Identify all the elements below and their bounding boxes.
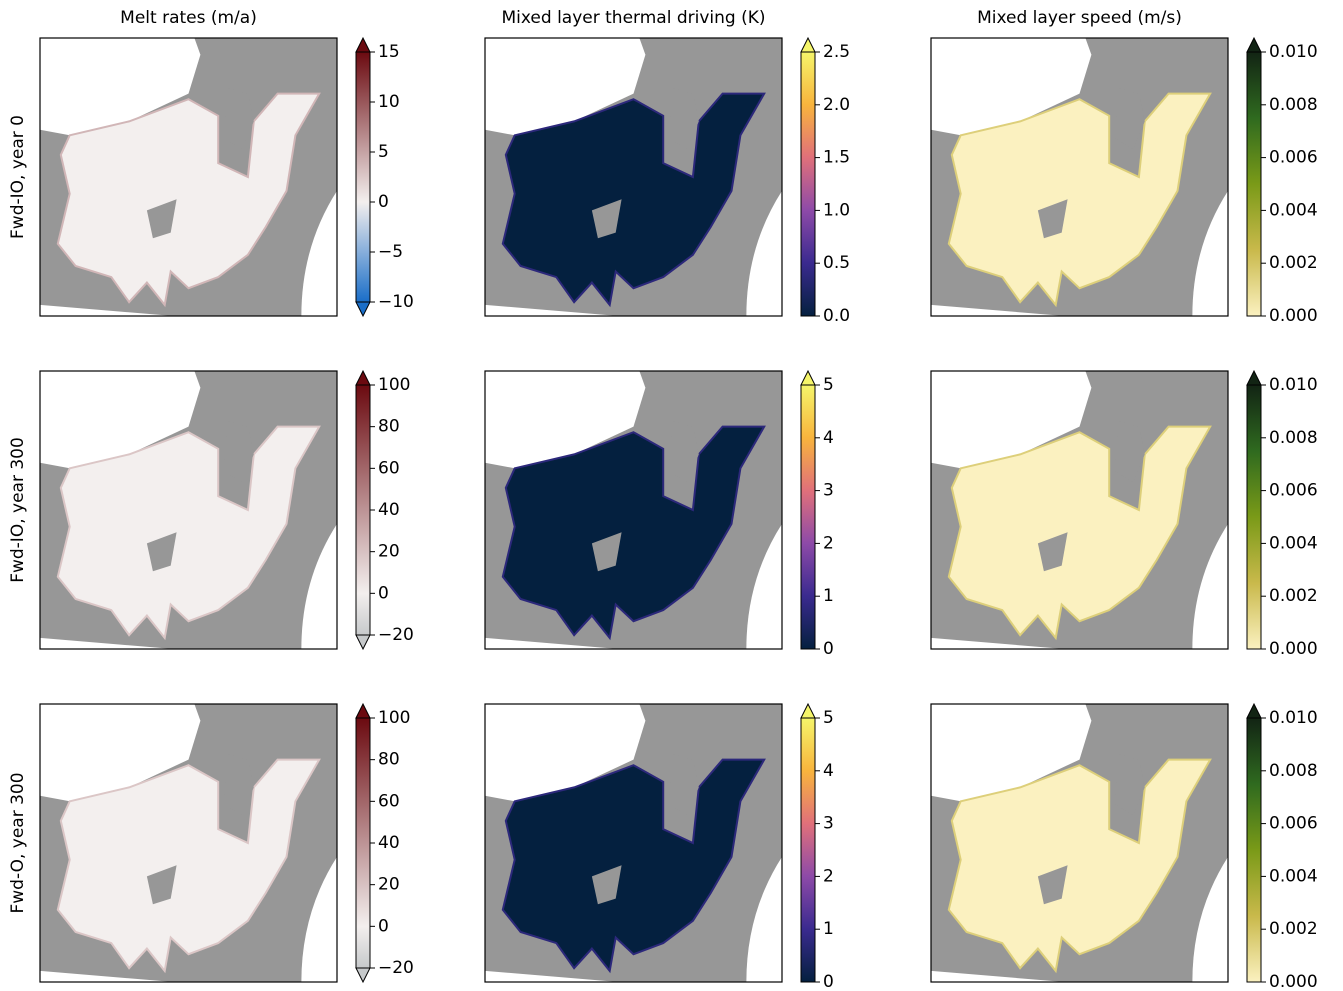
colorbar-tick-label: 80 xyxy=(378,417,400,437)
colorbar-tick-label: 5 xyxy=(378,142,389,162)
colorbar xyxy=(356,718,370,968)
colorbar-tick-label: 2 xyxy=(823,533,834,553)
colorbar-tick-label: 0.010 xyxy=(1269,42,1318,62)
colorbar-tick-label: 0 xyxy=(823,639,834,659)
colorbar-extend-max xyxy=(801,704,815,718)
colorbar-tick-label: −20 xyxy=(378,625,414,645)
row-label: Fwd-IO, year 300 xyxy=(8,437,28,583)
column-title: Melt rates (m/a) xyxy=(120,8,257,28)
colorbar-extend-min xyxy=(356,302,370,316)
colorbar-tick-label: 0.000 xyxy=(1269,306,1318,326)
colorbar-tick-label: 100 xyxy=(378,375,410,395)
colorbar-tick-label: 3 xyxy=(823,481,834,501)
colorbar xyxy=(356,52,370,302)
colorbar-tick-label: −10 xyxy=(378,292,414,312)
colorbar-tick-label: 0.004 xyxy=(1269,533,1318,553)
row-label: Fwd-IO, year 0 xyxy=(8,115,28,239)
colorbar-tick-label: 1 xyxy=(823,586,834,606)
colorbar-tick-label: 0.008 xyxy=(1269,95,1318,115)
colorbar-tick-label: 0.008 xyxy=(1269,761,1318,781)
colorbar-extend-max xyxy=(1247,38,1261,52)
colorbar-tick-label: 4 xyxy=(823,761,834,781)
colorbar-tick-label: 3 xyxy=(823,814,834,834)
colorbar-tick-label: 0.002 xyxy=(1269,586,1318,606)
map-panel xyxy=(931,38,1228,316)
colorbar-tick-label: 40 xyxy=(378,500,400,520)
colorbar-tick-label: 2.5 xyxy=(823,42,850,62)
colorbar-extend-max xyxy=(356,38,370,52)
column-title: Mixed layer thermal driving (K) xyxy=(502,8,766,28)
map-panel xyxy=(931,704,1228,982)
colorbar-extend-max xyxy=(356,371,370,385)
colorbar-tick-label: 5 xyxy=(823,708,834,728)
colorbar-tick-label: 2.0 xyxy=(823,95,850,115)
colorbar xyxy=(1247,385,1261,649)
colorbar-tick-label: 5 xyxy=(823,375,834,395)
colorbar-tick-label: 0.006 xyxy=(1269,481,1318,501)
map-panel xyxy=(485,371,782,649)
colorbar-tick-label: 0.008 xyxy=(1269,428,1318,448)
colorbar-tick-label: 60 xyxy=(378,791,400,811)
page: Melt rates (m/a)Fwd-IO, year 0−10−505101… xyxy=(0,0,1343,991)
colorbar-tick-label: 100 xyxy=(378,708,410,728)
colorbar-tick-label: 0.004 xyxy=(1269,866,1318,886)
colorbar xyxy=(801,385,815,649)
column-title: Mixed layer speed (m/s) xyxy=(977,8,1182,28)
colorbar-tick-label: 0.006 xyxy=(1269,148,1318,168)
map-panel xyxy=(931,371,1228,649)
colorbar xyxy=(1247,52,1261,316)
colorbar-tick-label: 0 xyxy=(378,583,389,603)
colorbar-tick-label: 1 xyxy=(823,919,834,939)
colorbar-tick-label: 1.0 xyxy=(823,200,850,220)
colorbar-tick-label: 0.5 xyxy=(823,253,850,273)
colorbar-tick-label: 0.010 xyxy=(1269,708,1318,728)
colorbar-tick-label: 40 xyxy=(378,833,400,853)
colorbar-tick-label: 60 xyxy=(378,458,400,478)
map-panel xyxy=(485,38,782,316)
colorbar-tick-label: 2 xyxy=(823,866,834,886)
colorbar xyxy=(801,52,815,316)
colorbar-tick-label: 0 xyxy=(823,972,834,991)
colorbar-extend-max xyxy=(801,38,815,52)
map-panel xyxy=(40,38,337,316)
colorbar-tick-label: 10 xyxy=(378,92,400,112)
colorbar-tick-label: 1.5 xyxy=(823,148,850,168)
colorbar-tick-label: 0.002 xyxy=(1269,919,1318,939)
colorbar-tick-label: 0.002 xyxy=(1269,253,1318,273)
colorbar-tick-label: 80 xyxy=(378,750,400,770)
figure: Melt rates (m/a)Fwd-IO, year 0−10−505101… xyxy=(0,0,1343,991)
colorbar-tick-label: 20 xyxy=(378,542,400,562)
map-panel xyxy=(40,704,337,982)
colorbar-tick-label: 0.0 xyxy=(823,306,850,326)
colorbar-extend-min xyxy=(356,968,370,982)
colorbar-extend-max xyxy=(1247,371,1261,385)
colorbar-extend-max xyxy=(801,371,815,385)
colorbar-tick-label: 4 xyxy=(823,428,834,448)
colorbar-tick-label: 0 xyxy=(378,916,389,936)
colorbar-tick-label: 20 xyxy=(378,875,400,895)
colorbar-tick-label: 0.000 xyxy=(1269,639,1318,659)
map-panel xyxy=(485,704,782,982)
colorbar xyxy=(1247,718,1261,982)
colorbar-tick-label: 0.004 xyxy=(1269,200,1318,220)
row-label: Fwd-O, year 300 xyxy=(8,772,28,913)
colorbar-extend-max xyxy=(1247,704,1261,718)
colorbar-tick-label: 15 xyxy=(378,42,400,62)
colorbar-tick-label: 0.000 xyxy=(1269,972,1318,991)
colorbar-tick-label: 0 xyxy=(378,192,389,212)
colorbar-extend-min xyxy=(356,635,370,649)
map-panel xyxy=(40,371,337,649)
colorbar-tick-label: 0.010 xyxy=(1269,375,1318,395)
colorbar-tick-label: −5 xyxy=(378,242,403,262)
colorbar-extend-max xyxy=(356,704,370,718)
colorbar xyxy=(356,385,370,635)
colorbar-tick-label: 0.006 xyxy=(1269,814,1318,834)
colorbar-tick-label: −20 xyxy=(378,958,414,978)
colorbar xyxy=(801,718,815,982)
